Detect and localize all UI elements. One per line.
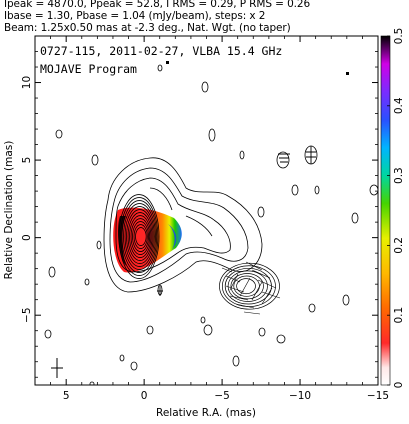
noise-contours [44,64,378,385]
x-tick-label: −10 [289,390,311,402]
header-stats-line-1: Ipeak = 4870.0, Ppeak = 52.8, I RMS = 0.… [4,0,311,10]
stray-marks [166,61,349,75]
colorbar-tick-label: 0.4 [393,97,405,114]
secondary-contour [230,273,264,300]
x-tick-label: −15 [367,390,389,402]
colorbar-ticks: 0 0.1 0.2 0.3 0.4 0.5 [387,28,405,389]
header-beam-line: Beam: 1.25x0.50 mas at -2.3 deg., Nat. W… [4,22,291,34]
secondary-contour [219,262,280,310]
secondary-component-contours [219,262,280,310]
core-contours [118,194,160,279]
chart-subtitle: MOJAVE Program [40,62,137,76]
core-contour [129,215,152,258]
secondary-contour [236,278,256,295]
beam-ellipse [51,358,63,378]
secondary-hatching [221,261,281,315]
core-contour [120,197,159,276]
y-tick-label: −5 [21,307,33,322]
core-contour [127,212,153,261]
source-map [44,61,378,385]
x-tick-label: 5 [63,390,70,402]
y-axis: −5 0 5 10 [21,51,378,378]
colorbar-tick-label: 0.3 [393,167,405,184]
colorbar-tick-label: 0.2 [393,237,405,254]
core-contour [123,203,156,270]
core-contour [118,194,160,279]
colorbar [380,35,391,386]
y-tick-label: 5 [21,157,33,164]
x-axis-label: Relative R.A. (mas) [156,407,256,419]
core-contour [132,221,149,252]
chart-title: 0727-115, 2011-02-27, VLBA 15.4 GHz [40,44,282,58]
y-tick-label: 10 [21,76,33,89]
core-contour [130,218,151,255]
core-contour [124,206,155,267]
colorbar-tick-label: 0 [393,382,405,389]
x-axis: 5 0 −5 −10 −15 [50,36,389,402]
core-contour [133,224,148,249]
polarization-ticks [157,146,316,296]
x-tick-label: −5 [214,390,229,402]
colorbar-tick-label: 0.1 [393,307,405,324]
plot-frame [34,35,379,386]
y-axis-label: Relative Declination (mas) [3,141,15,280]
core-contour [126,209,154,264]
core-contour [121,200,158,273]
y-tick-label: 0 [21,234,33,241]
jet-contours [103,157,263,293]
secondary-contour [227,270,268,302]
x-tick-label: 0 [141,390,148,402]
colorbar-tick-label: 0.5 [393,28,405,45]
core-contour [135,227,147,246]
header-stats-line-2: Ibase = 1.30, Pbase = 1.04 (mJy/beam), s… [4,10,266,22]
